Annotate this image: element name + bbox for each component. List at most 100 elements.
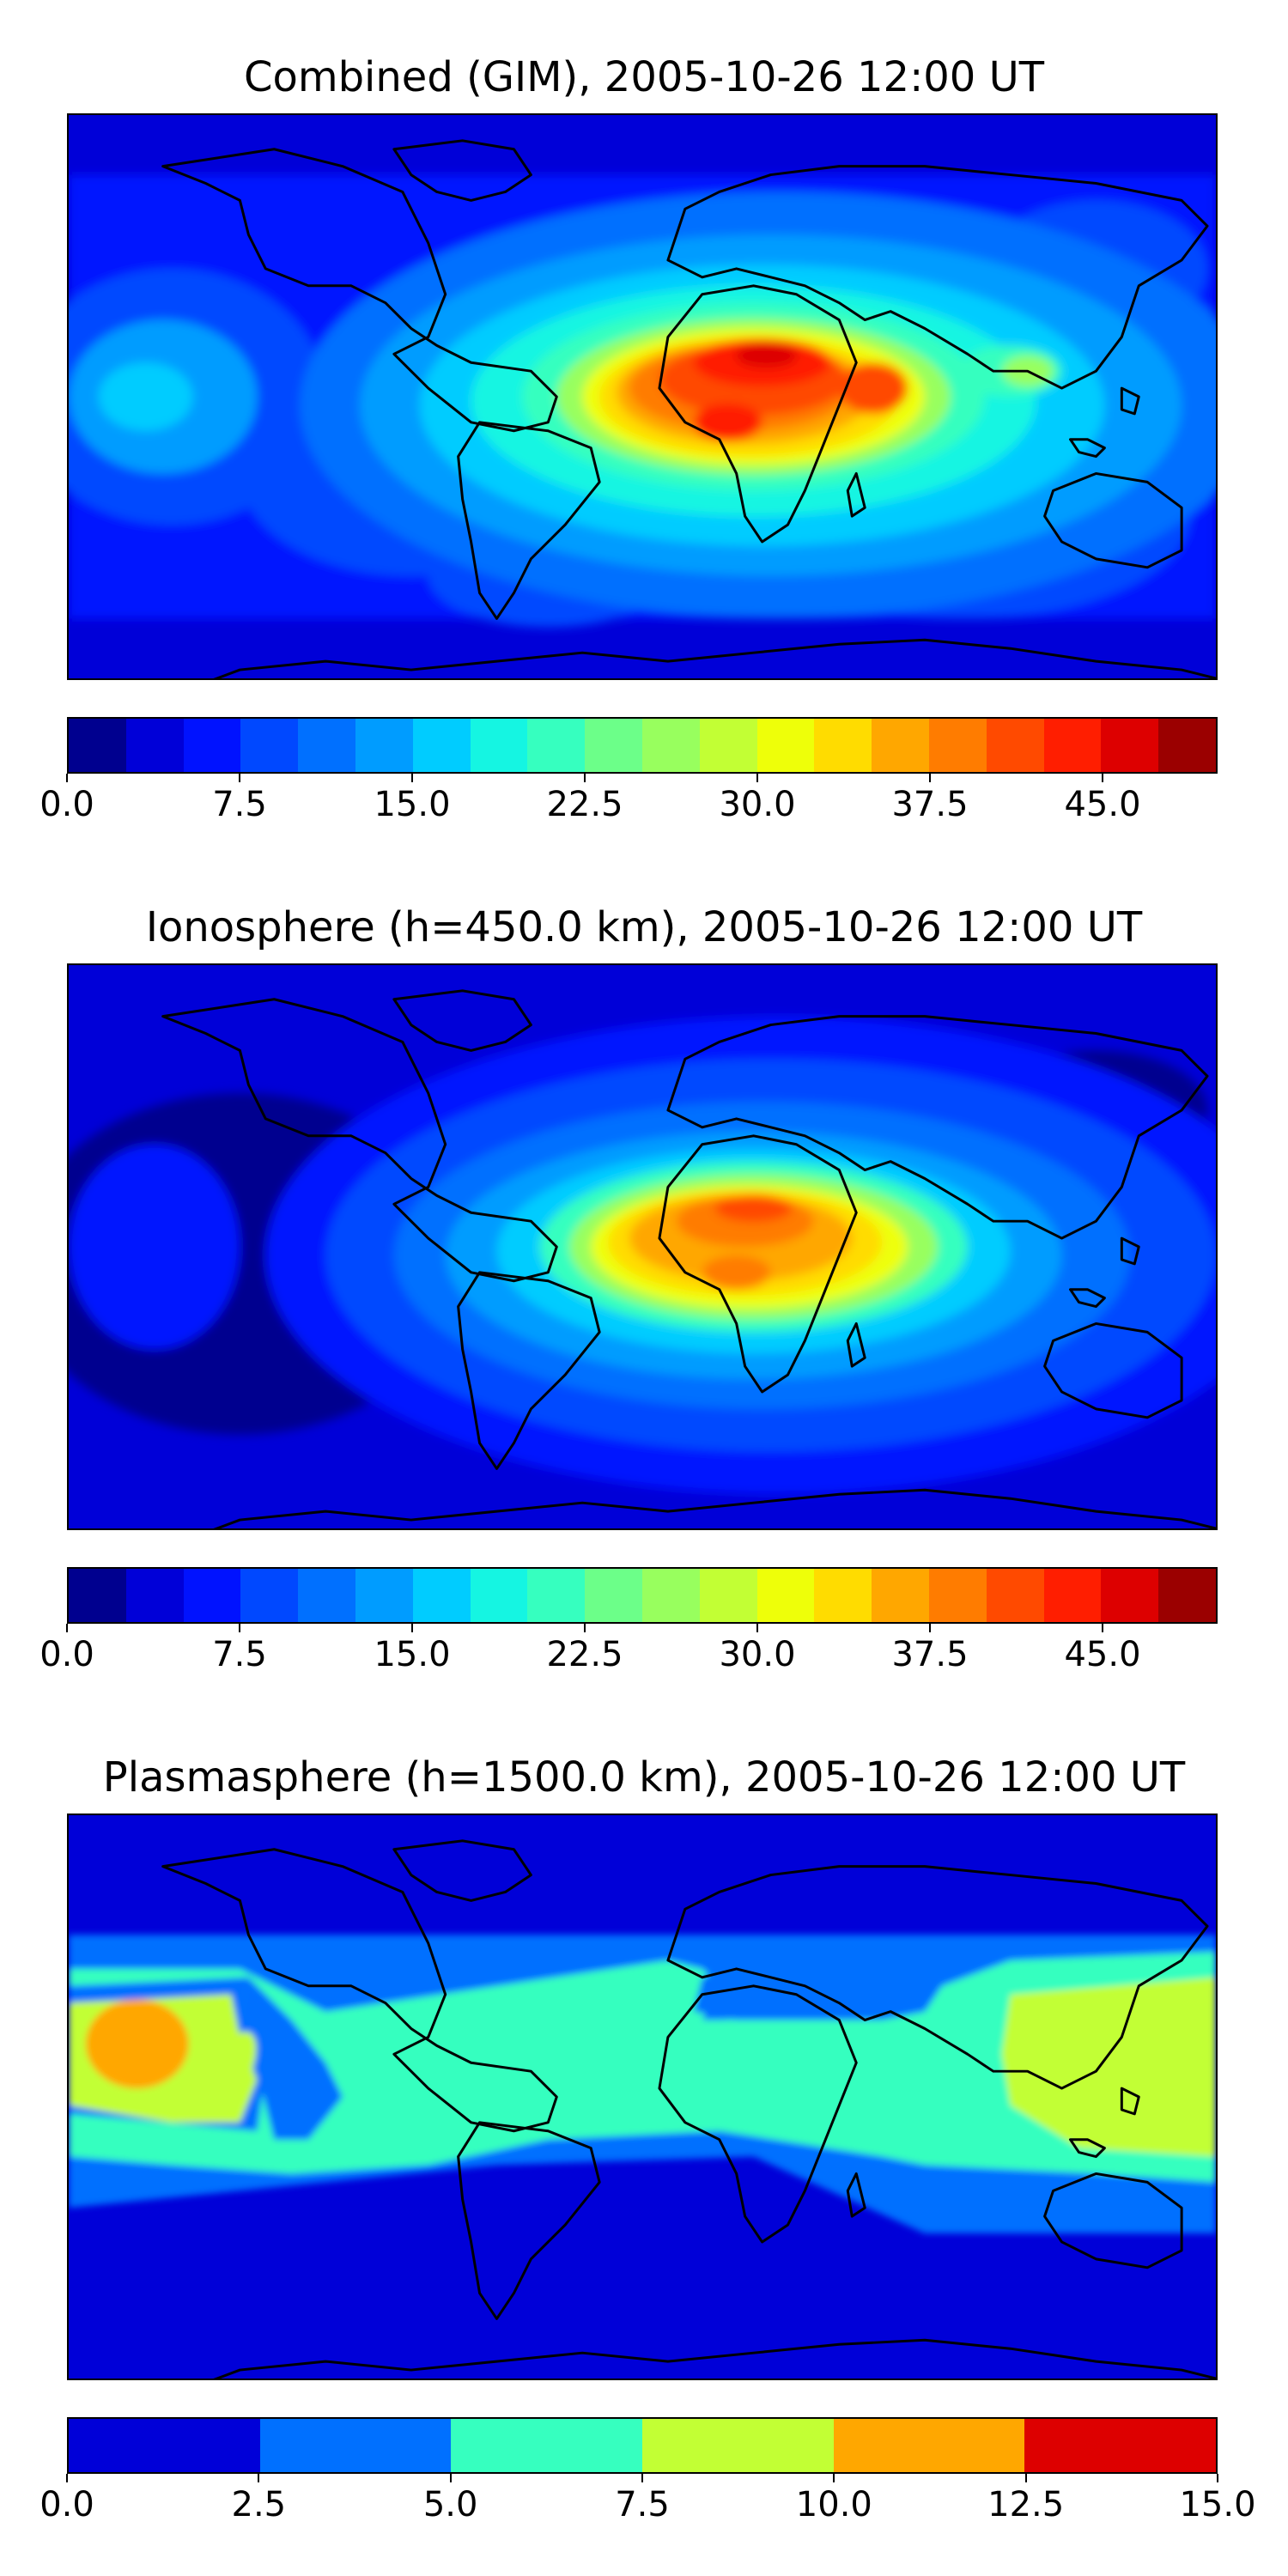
colorbar-segment <box>928 1569 987 1622</box>
colorbar-tick-label: 30.0 <box>719 1635 796 1674</box>
colorbar-tick-label: 22.5 <box>546 785 623 824</box>
colorbar-tick-mark <box>756 774 758 782</box>
colorbar-segment <box>1158 1569 1216 1622</box>
colorbar-tick-label: 15.0 <box>1179 2485 1256 2524</box>
colorbar-segment <box>125 719 184 772</box>
coastlines <box>161 1839 1216 2379</box>
colorbar-segment <box>814 719 872 772</box>
panel-title-combined: Combined (GIM), 2005-10-26 12:00 UT <box>243 53 1045 101</box>
coastlines <box>161 139 1216 678</box>
colorbar-tick-label: 37.5 <box>891 785 969 824</box>
colorbar-segment <box>641 1569 700 1622</box>
colorbar-tick-mark <box>756 1624 758 1632</box>
colorbar-tick-mark <box>929 774 931 782</box>
colorbar-segment <box>641 719 700 772</box>
colorbar-tick-mark <box>1217 2474 1218 2482</box>
colorbar-tick-label: 7.5 <box>615 2485 670 2524</box>
colorbar-segment <box>470 719 528 772</box>
colorbar-tick-mark <box>1102 774 1103 782</box>
colorbar-segment <box>1101 1569 1159 1622</box>
colorbar-segment <box>412 1569 471 1622</box>
colorbar-tick-mark <box>1102 1624 1103 1632</box>
colorbar-segment <box>355 1569 413 1622</box>
colorbar-segment <box>642 2419 834 2472</box>
colorbar-segment <box>1043 1569 1102 1622</box>
colorbar-segment <box>298 719 355 772</box>
colorbar-segment <box>756 719 815 772</box>
colorbar-segment <box>1101 719 1159 772</box>
colorbar-tick-mark <box>584 1624 586 1632</box>
colorbar-segment <box>872 719 929 772</box>
colorbar-tick-mark <box>449 2474 452 2482</box>
colorbar-tick-mark <box>929 1624 931 1632</box>
colorbar-tick-mark <box>411 774 413 782</box>
colorbar-tick-mark <box>239 1624 240 1632</box>
colorbar-segment <box>872 1569 929 1622</box>
colorbar-tick-label: 0.0 <box>39 2485 94 2524</box>
colorbar-tick-label: 37.5 <box>891 1635 969 1674</box>
colorbar-segment <box>298 1569 355 1622</box>
colorbar-segment <box>833 2419 1025 2472</box>
colorbar-segment <box>125 1569 184 1622</box>
tec-map-plasmasphere <box>69 1815 1216 2379</box>
panel-title-plasmasphere: Plasmasphere (h=1500.0 km), 2005-10-26 1… <box>102 1753 1186 1801</box>
coastlines <box>161 989 1216 1528</box>
colorbar-tick-label: 45.0 <box>1064 1635 1141 1674</box>
colorbar-segment <box>470 1569 528 1622</box>
colorbar-segment <box>814 1569 872 1622</box>
colorbar-tick-label: 5.0 <box>422 2485 478 2524</box>
panel-title-ionosphere: Ionosphere (h=450.0 km), 2005-10-26 12:0… <box>145 903 1143 951</box>
colorbar-segment <box>69 719 126 772</box>
colorbar-tick-mark <box>258 2474 260 2482</box>
colorbar-tick-label: 15.0 <box>374 1635 451 1674</box>
tec-map-ionosphere <box>69 965 1216 1528</box>
colorbar-tick-mark <box>66 2474 68 2482</box>
colorbar-tick-mark <box>411 1624 413 1632</box>
colorbar-segment <box>412 719 471 772</box>
colorbar-segment <box>699 1569 757 1622</box>
colorbar-tick-label: 30.0 <box>719 785 796 824</box>
colorbar-segment <box>527 1569 586 1622</box>
colorbar-tick-mark <box>66 1624 68 1632</box>
tec-map-combined <box>69 115 1216 678</box>
map-ionosphere <box>67 963 1218 1530</box>
colorbar-tick-mark <box>66 774 68 782</box>
colorbar-segment <box>986 719 1044 772</box>
colorbar-segment <box>1158 719 1216 772</box>
colorbar-tick-mark <box>239 774 240 782</box>
colorbar-segment <box>183 719 241 772</box>
colorbar-segment <box>585 1569 642 1622</box>
colorbar-segment <box>1024 2419 1216 2472</box>
colorbar-segment <box>451 2419 643 2472</box>
colorbar-segment <box>928 719 987 772</box>
colorbar-tick-mark <box>641 2474 643 2482</box>
colorbar-tick-label: 7.5 <box>212 1635 267 1674</box>
colorbar-tick-label: 12.5 <box>987 2485 1065 2524</box>
colorbar-segment <box>585 719 642 772</box>
colorbar-segment <box>259 2419 452 2472</box>
colorbar-tick-label: 0.0 <box>39 785 94 824</box>
colorbar-tick-label: 45.0 <box>1064 785 1141 824</box>
colorbar-tick-label: 2.5 <box>231 2485 287 2524</box>
colorbar-tick-mark <box>584 774 586 782</box>
colorbar-segment <box>1043 719 1102 772</box>
colorbar-segment <box>527 719 586 772</box>
colorbar-segment <box>69 2419 260 2472</box>
colorbar-segment <box>986 1569 1044 1622</box>
colorbar-segment <box>69 1569 126 1622</box>
map-combined <box>67 113 1218 680</box>
colorbar-combined <box>67 717 1218 774</box>
colorbar-tick-mark <box>1024 2474 1027 2482</box>
colorbar-tick-mark <box>833 2474 835 2482</box>
colorbar-segment <box>699 719 757 772</box>
colorbar-segment <box>355 719 413 772</box>
colorbar-segment <box>756 1569 815 1622</box>
colorbar-tick-label: 7.5 <box>212 785 267 824</box>
colorbar-tick-label: 22.5 <box>546 1635 623 1674</box>
map-plasmasphere <box>67 1814 1218 2380</box>
colorbar-tick-label: 0.0 <box>39 1635 94 1674</box>
colorbar-segment <box>183 1569 241 1622</box>
colorbar-tick-label: 15.0 <box>374 785 451 824</box>
colorbar-segment <box>240 1569 299 1622</box>
colorbar-plasmasphere <box>67 2417 1218 2474</box>
